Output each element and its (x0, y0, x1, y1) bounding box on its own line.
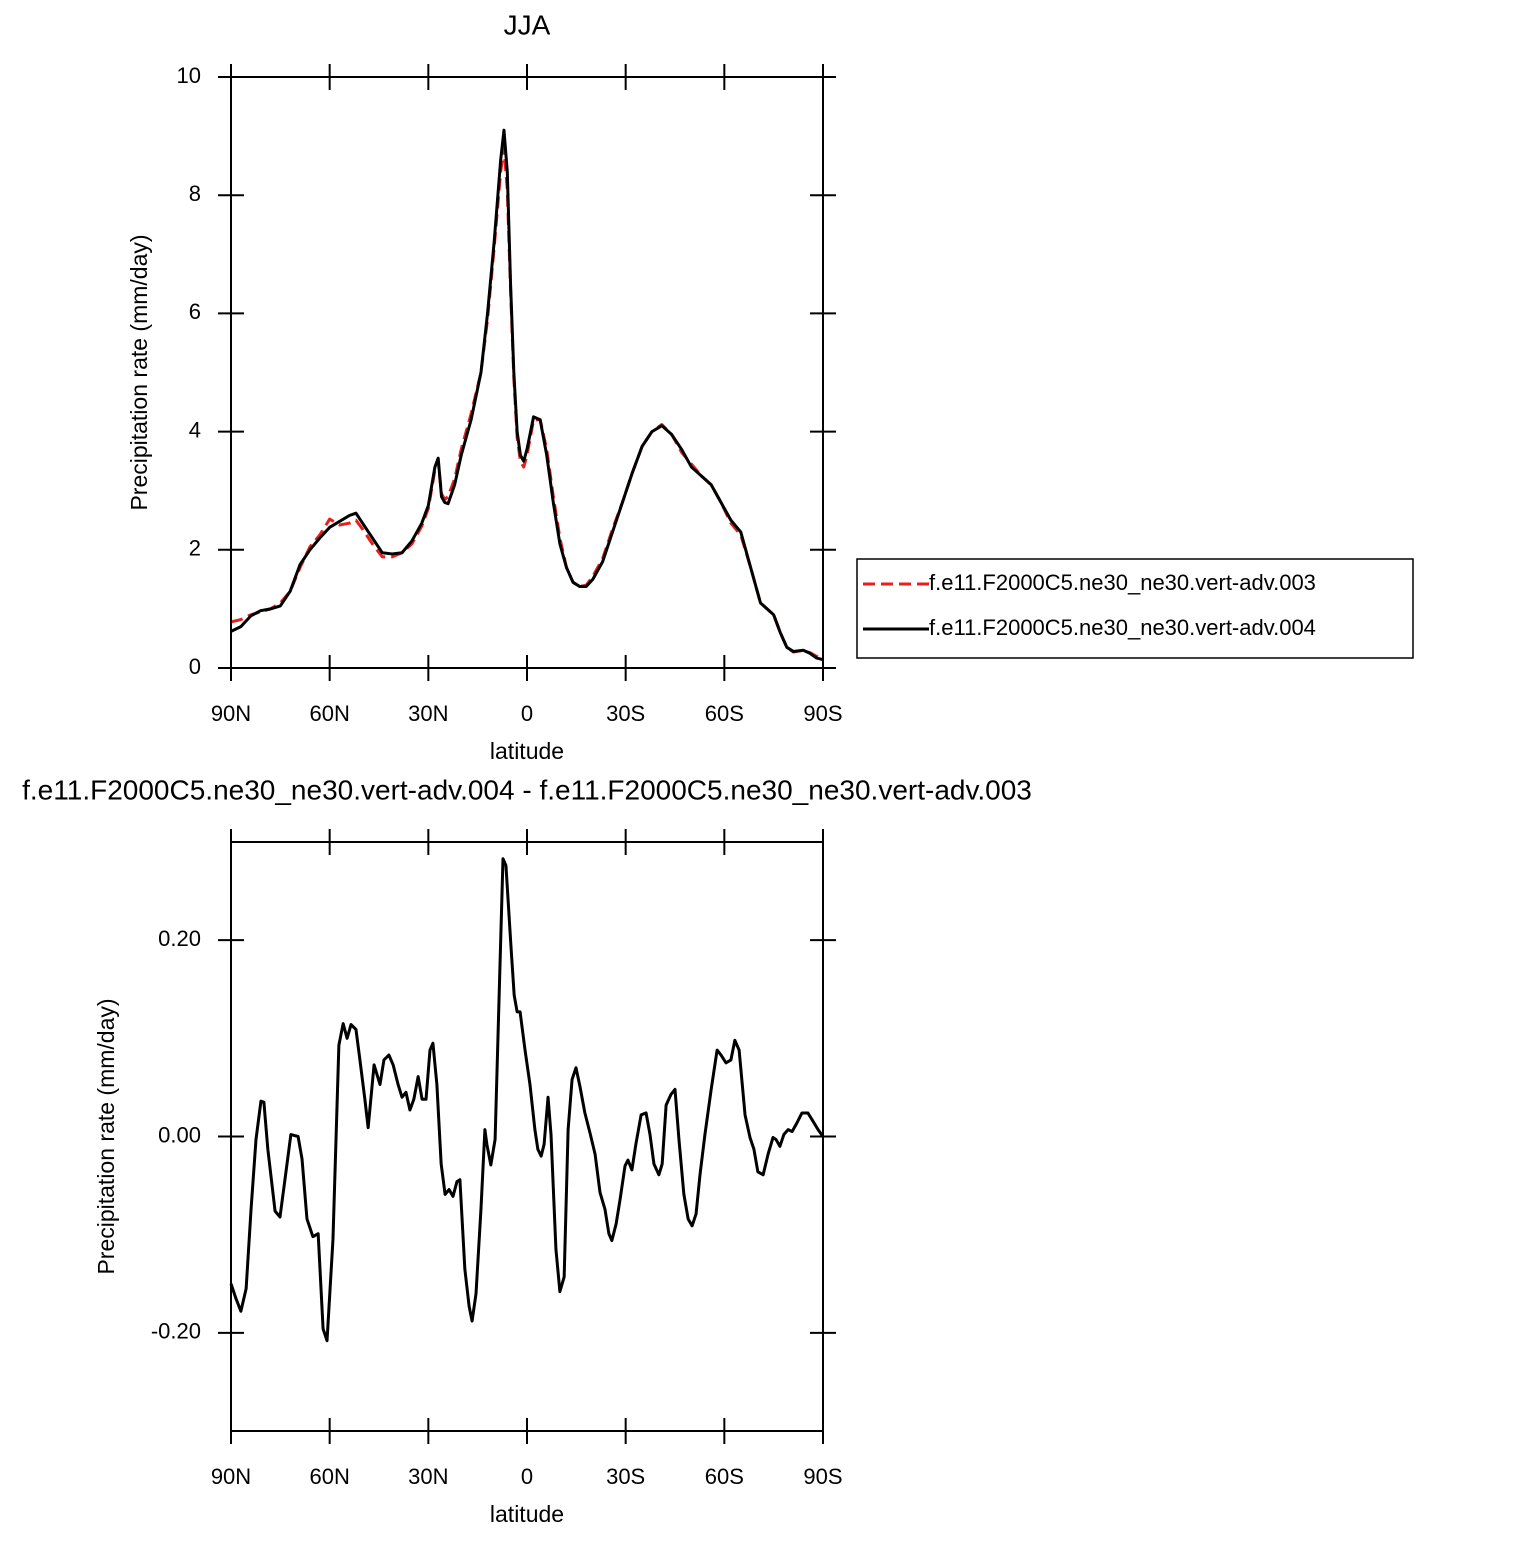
legend-label: f.e11.F2000C5.ne30_ne30.vert-adv.003 (929, 570, 1316, 595)
chart-title: JJA (504, 9, 551, 40)
chart-title: f.e11.F2000C5.ne30_ne30.vert-adv.004 - f… (22, 774, 1032, 805)
x-tick-label: 60S (705, 1464, 744, 1489)
y-axis-label: Precipitation rate (mm/day) (126, 234, 152, 510)
plot-frame (230, 841, 824, 1432)
data-line (230, 128, 824, 662)
legend-box (856, 558, 1414, 659)
x-tick-label: 30N (408, 701, 448, 726)
x-tick-label: 90S (803, 1464, 842, 1489)
y-tick-label: 10 (177, 63, 201, 88)
x-tick-label: 30S (606, 701, 645, 726)
x-tick-label: 0 (521, 701, 533, 726)
legend-label: f.e11.F2000C5.ne30_ne30.vert-adv.004 (929, 615, 1316, 640)
y-tick-label: -0.20 (151, 1319, 201, 1344)
y-tick-label: 0.00 (158, 1122, 201, 1147)
x-tick-label: 60N (309, 1464, 349, 1489)
x-tick-label: 60S (705, 701, 744, 726)
x-tick-label: 30N (408, 1464, 448, 1489)
data-line (229, 857, 825, 1343)
y-axis-label: Precipitation rate (mm/day) (93, 998, 119, 1274)
y-tick-label: 6 (189, 299, 201, 324)
x-axis-label: latitude (490, 1501, 564, 1527)
x-tick-label: 0 (521, 1464, 533, 1489)
x-tick-label: 90S (803, 701, 842, 726)
y-tick-label: 0 (189, 654, 201, 679)
y-tick-label: 8 (189, 181, 201, 206)
x-tick-label: 60N (309, 701, 349, 726)
x-axis-label: latitude (490, 738, 564, 764)
y-tick-label: 4 (189, 417, 201, 442)
data-line (230, 146, 824, 661)
y-tick-label: 0.20 (158, 926, 201, 951)
y-tick-label: 2 (189, 536, 201, 561)
x-tick-label: 30S (606, 1464, 645, 1489)
x-tick-label: 90N (211, 1464, 251, 1489)
x-tick-label: 90N (211, 701, 251, 726)
plot-frame (230, 76, 824, 669)
